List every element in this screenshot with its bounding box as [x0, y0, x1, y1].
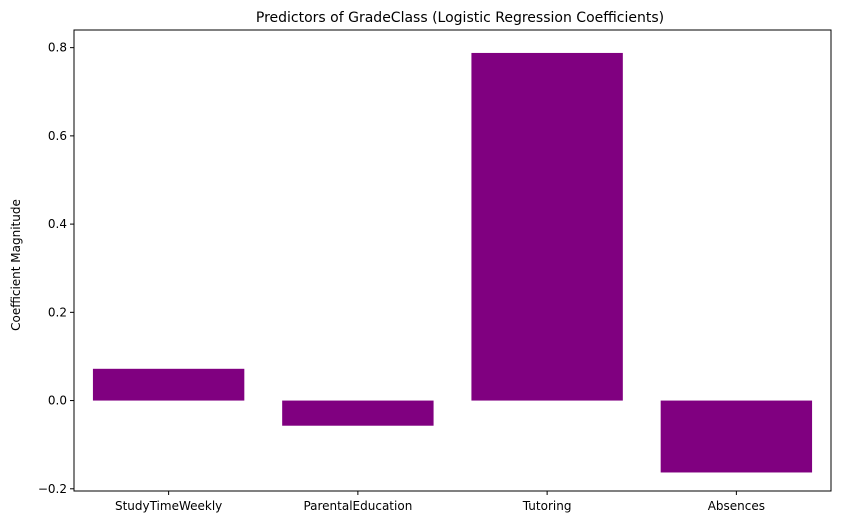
x-axis: StudyTimeWeekly ParentalEducation Tutoring… [115, 491, 765, 513]
y-tick-label: 0.4 [48, 217, 67, 231]
y-tick-label: −0.2 [38, 482, 67, 496]
y-tick-label: 0.2 [48, 305, 67, 319]
x-tick-label: ParentalEducation [303, 499, 412, 513]
y-axis-label: Coefficient Magnitude [9, 199, 23, 331]
x-tick-label: StudyTimeWeekly [115, 499, 222, 513]
bar-studytimeweekly [92, 368, 245, 401]
plot-frame [73, 29, 832, 492]
bar-absences [660, 400, 813, 473]
bar-tutoring [471, 52, 623, 401]
chart-title: Predictors of GradeClass (Logistic Regre… [256, 10, 664, 26]
x-tick-label: Absences [708, 499, 765, 513]
bars-group [92, 52, 813, 473]
bar-parentaleducation [282, 400, 434, 426]
y-tick-label: 0.8 [48, 41, 67, 55]
x-tick-label: Tutoring [522, 499, 572, 513]
y-tick-label: 0.6 [48, 129, 67, 143]
y-tick-label: 0.0 [48, 394, 67, 408]
y-axis: −0.2 0.0 0.2 0.4 0.6 0.8 [38, 41, 74, 496]
